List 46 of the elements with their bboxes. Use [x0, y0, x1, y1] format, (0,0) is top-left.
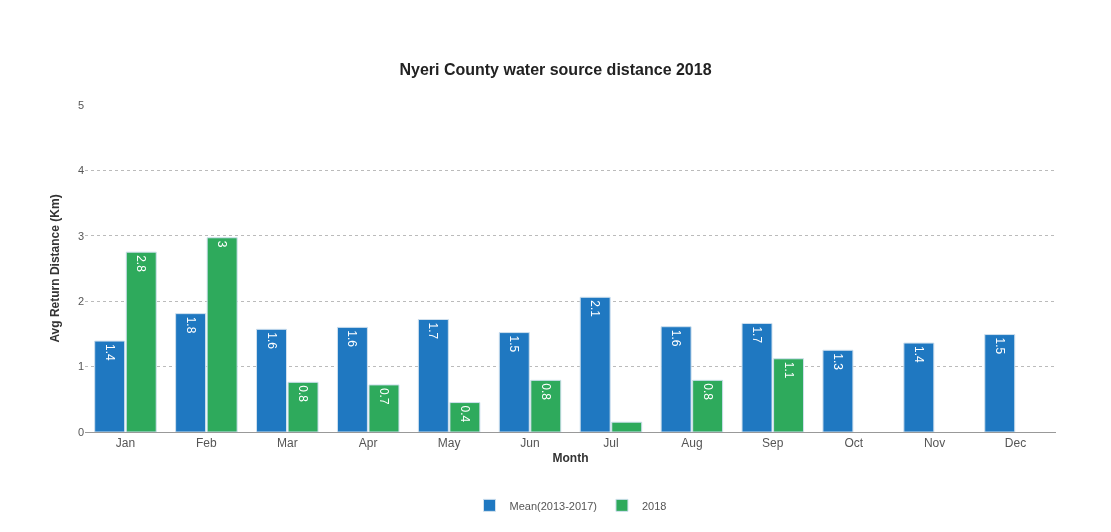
- x-tick-label: Dec: [1004, 436, 1027, 451]
- data-label: 0.4: [457, 405, 472, 423]
- data-label: 1.3: [830, 353, 845, 371]
- y-tick-label: 4: [77, 164, 84, 177]
- x-tick-label: Mar: [276, 436, 298, 451]
- x-tick-label: May: [437, 436, 461, 451]
- bar: [822, 349, 854, 432]
- x-tick-label: Jun: [520, 436, 540, 451]
- y-tick-label: 1: [77, 360, 84, 373]
- y-tick-label: 5: [77, 98, 84, 111]
- data-label: 0.7: [376, 387, 391, 405]
- x-tick-label: Nov: [923, 436, 946, 451]
- y-axis-title: Avg Return Distance (Km): [48, 194, 63, 343]
- bar: [984, 334, 1016, 432]
- data-label: 3: [215, 240, 230, 248]
- chart-title: Nyeri County water source distance 2018: [399, 61, 712, 79]
- data-label: 0.8: [700, 383, 715, 401]
- x-tick-label: Feb: [196, 436, 218, 451]
- x-tick-label: Jan: [115, 436, 136, 451]
- legend-label: 2018: [641, 499, 667, 512]
- data-label: 1.7: [750, 326, 765, 344]
- x-axis-title: Month: [552, 451, 589, 466]
- data-label: 0.8: [538, 383, 553, 401]
- data-label: 1.5: [507, 335, 522, 353]
- x-tick-label: Sep: [762, 436, 784, 451]
- y-tick-label: 3: [77, 229, 84, 242]
- y-tick-label: 2: [77, 295, 84, 308]
- data-label: 1.7: [426, 322, 441, 340]
- bar: [903, 342, 935, 432]
- data-label: 2.1: [588, 300, 603, 318]
- data-label: 2.8: [134, 255, 149, 273]
- data-label: 1.6: [264, 332, 279, 350]
- x-tick-label: Jul: [603, 436, 619, 451]
- data-label: 1.1: [781, 361, 796, 379]
- x-tick-label: Apr: [358, 436, 378, 451]
- x-tick-label: Aug: [681, 436, 703, 451]
- data-label: 1.6: [669, 329, 684, 347]
- legend-label: Mean(2013-2017): [509, 499, 597, 512]
- data-label: 0.8: [296, 385, 311, 403]
- data-label: 1.4: [911, 346, 926, 364]
- y-tick-label: 0: [77, 425, 84, 438]
- data-label: 1.4: [102, 344, 117, 362]
- data-label: 1.8: [183, 316, 198, 334]
- data-label: 1.5: [992, 337, 1007, 355]
- data-label: 1.6: [345, 330, 360, 348]
- x-tick-label: Oct: [844, 436, 864, 451]
